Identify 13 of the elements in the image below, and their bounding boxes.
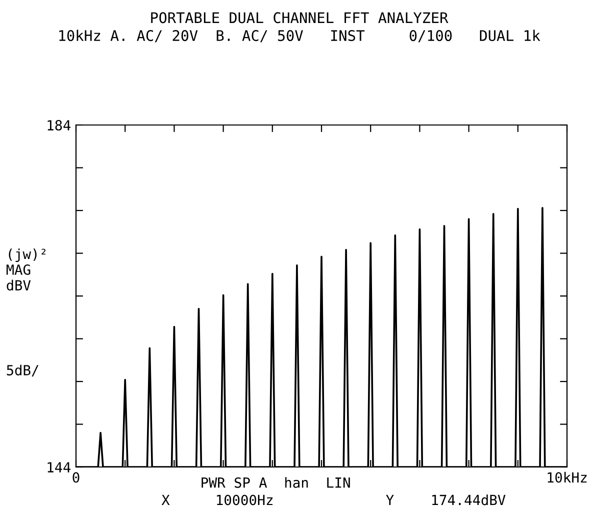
text: Y	[386, 494, 394, 506]
x-tick-label: 10kHz	[548, 472, 587, 483]
text: 174.44dBV	[432, 494, 506, 506]
text: X	[162, 494, 170, 506]
y-tick-label: 184	[48, 120, 70, 131]
chart-title: PORTABLE DUAL CHANNEL FFT ANALYZER	[151, 12, 448, 24]
x-tick-label: 0	[72, 472, 80, 483]
text: PWR SP A han LIN	[202, 477, 350, 488]
text: 10000Hz	[216, 494, 273, 506]
y-tick-label: 144	[48, 462, 70, 472]
y-axis-title: (jw)² MAG dBV	[6, 248, 46, 291]
chart-subtitle: 10kHz A. AC/ 20V B. AC/ 50V INST 0/100 DUAL 1k	[59, 30, 540, 42]
text: 5dB/	[6, 364, 38, 377]
